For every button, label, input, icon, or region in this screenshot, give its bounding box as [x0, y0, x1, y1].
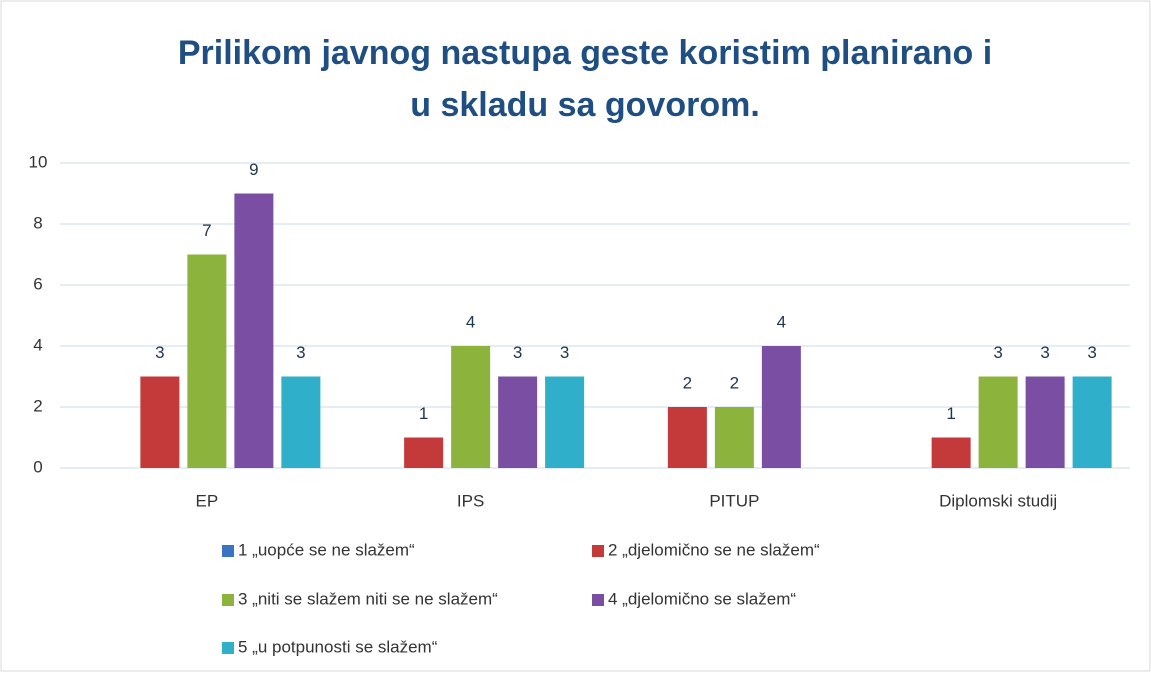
x-tick-label: Diplomski studij — [939, 491, 1057, 510]
legend-swatch — [592, 545, 604, 557]
bar — [545, 376, 585, 468]
x-tick-label: IPS — [457, 491, 484, 510]
bar — [451, 346, 491, 468]
x-tick-label: EP — [196, 491, 219, 510]
data-label: 3 — [993, 343, 1002, 362]
bar — [281, 376, 321, 468]
legend-label: 3 „niti se slažem niti se ne slažem“ — [238, 589, 498, 608]
legend-swatch — [592, 594, 604, 606]
y-tick-label: 4 — [33, 335, 42, 354]
data-label: 2 — [730, 373, 739, 392]
data-label: 2 — [683, 373, 692, 392]
data-label: 4 — [777, 312, 786, 331]
data-label: 3 — [560, 343, 569, 362]
bar — [978, 376, 1018, 468]
bar — [404, 437, 444, 468]
y-tick-label: 0 — [33, 457, 42, 476]
y-tick-label: 6 — [33, 274, 42, 293]
bar — [1072, 376, 1112, 468]
legend-label: 4 „djelomično se slažem“ — [608, 589, 796, 608]
bar — [931, 437, 971, 468]
x-tick-label: PITUP — [709, 491, 759, 510]
data-label: 9 — [249, 160, 258, 179]
legend-swatch — [222, 594, 234, 606]
legend-label: 1 „uopće se ne slažem“ — [238, 540, 415, 559]
legend-swatch — [222, 545, 234, 557]
bar — [667, 407, 707, 468]
data-label: 3 — [1087, 343, 1096, 362]
y-tick-label: 10 — [29, 152, 48, 171]
y-tick-label: 2 — [33, 396, 42, 415]
legend-label: 5 „u potpunosti se slažem“ — [238, 637, 438, 656]
bar — [140, 376, 180, 468]
bar — [1025, 376, 1065, 468]
data-label: 4 — [466, 312, 475, 331]
bar — [761, 346, 801, 468]
data-label: 1 — [946, 404, 955, 423]
legend-swatch — [222, 642, 234, 654]
chart-title: Prilikom javnog nastupa geste koristim p… — [178, 34, 992, 72]
data-label: 7 — [202, 221, 211, 240]
y-tick-label: 8 — [33, 213, 42, 232]
data-label: 1 — [419, 404, 428, 423]
data-label: 3 — [1040, 343, 1049, 362]
chart-title: u skladu sa govorom. — [410, 86, 760, 124]
legend-label: 2 „djelomično se ne slažem“ — [608, 540, 820, 559]
bar — [234, 193, 274, 468]
data-label: 3 — [155, 343, 164, 362]
bar — [714, 407, 754, 468]
bar — [187, 254, 227, 468]
data-label: 3 — [513, 343, 522, 362]
data-label: 3 — [296, 343, 305, 362]
bar — [498, 376, 538, 468]
